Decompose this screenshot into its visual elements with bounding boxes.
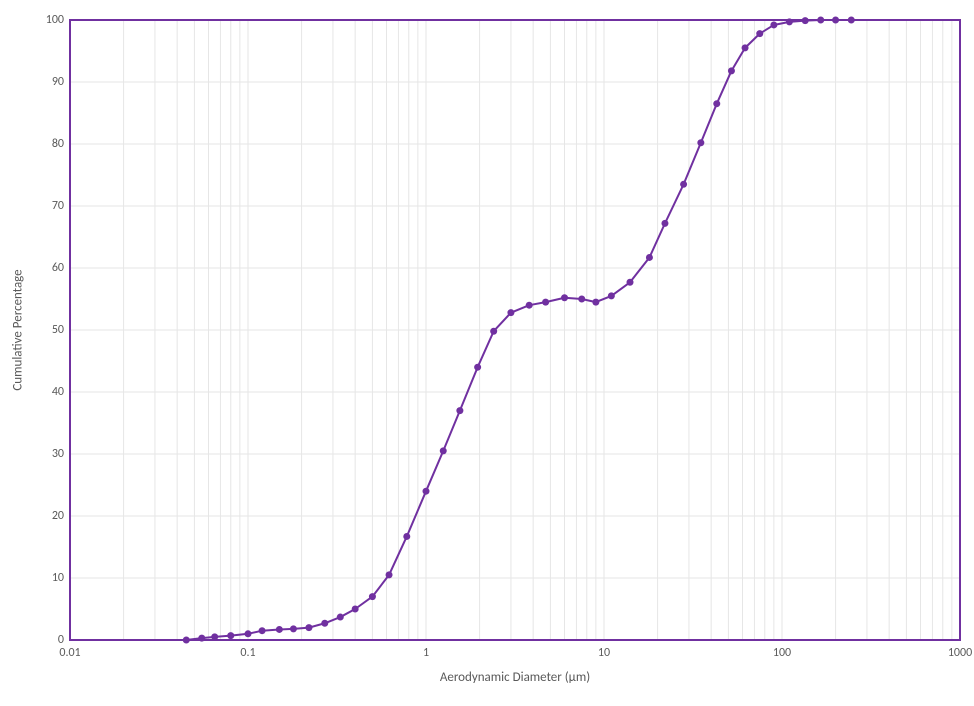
y-tick-label: 80: [40, 137, 64, 151]
x-tick-label: 10: [598, 646, 610, 660]
y-tick-label: 70: [40, 199, 64, 213]
x-tick-label: 1: [423, 646, 429, 660]
y-tick-label: 10: [40, 571, 64, 585]
y-tick-label: 100: [40, 13, 64, 27]
plot-area: [0, 0, 974, 706]
chart-container: Cumulative Percentage Aerodynamic Diamet…: [0, 0, 974, 706]
x-tick-label: 100: [773, 646, 791, 660]
y-tick-label: 20: [40, 509, 64, 523]
x-tick-label: 1000: [948, 646, 972, 660]
y-tick-label: 0: [40, 633, 64, 647]
y-tick-label: 40: [40, 385, 64, 399]
x-tick-label: 0.01: [59, 646, 80, 660]
y-tick-label: 50: [40, 323, 64, 337]
y-tick-label: 30: [40, 447, 64, 461]
y-tick-label: 90: [40, 75, 64, 89]
y-tick-label: 60: [40, 261, 64, 275]
x-tick-label: 0.1: [240, 646, 255, 660]
